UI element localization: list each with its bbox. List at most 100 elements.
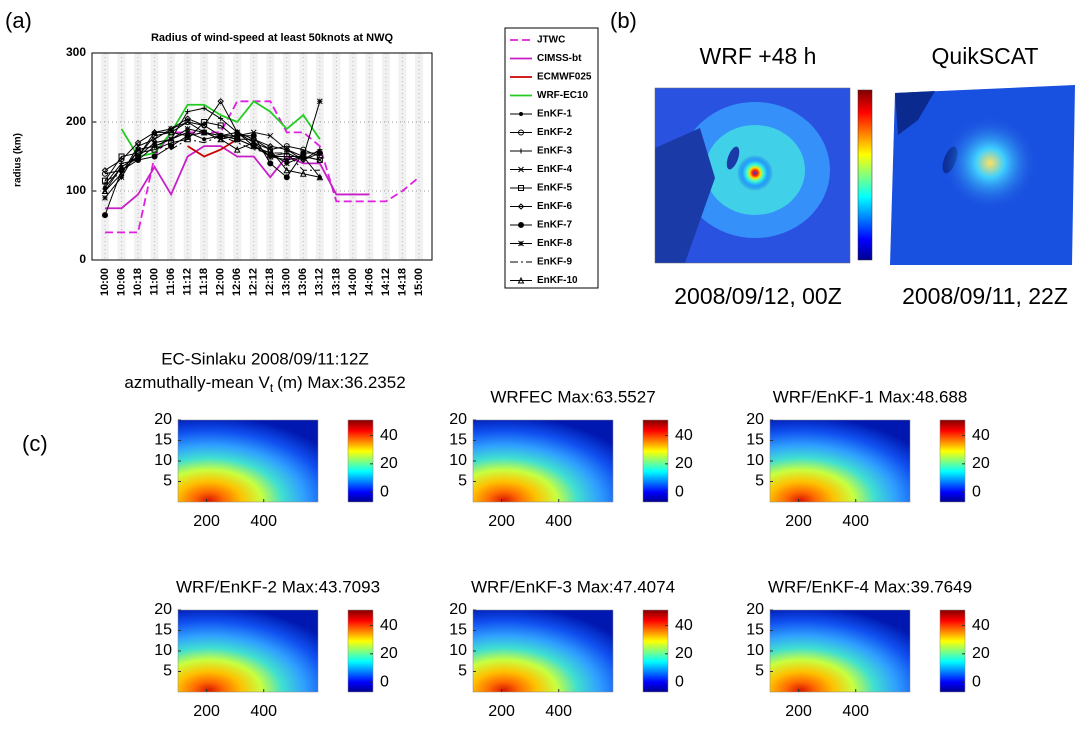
island	[726, 146, 740, 170]
marker	[316, 156, 323, 163]
colorbar	[347, 419, 374, 503]
x-tick-label: 11:00	[148, 268, 160, 296]
legend-marker	[518, 129, 524, 136]
contour-field	[178, 420, 318, 502]
marker	[101, 167, 109, 174]
colorbar-tick-label: 0	[380, 483, 389, 500]
y-tick-label: 200	[66, 114, 86, 128]
marker	[283, 153, 290, 160]
x-tick-label: 400	[545, 703, 572, 720]
panel-label: (b)	[610, 8, 637, 33]
marker	[233, 145, 241, 153]
y-tick-label: 100	[66, 183, 86, 197]
y-tick-label: 5	[755, 473, 764, 490]
contour-field	[473, 420, 613, 502]
marker	[168, 136, 174, 143]
marker	[102, 170, 108, 177]
subtitle-text: (m) Max:36.2352	[277, 373, 406, 392]
y-axis-label: radius (km)	[13, 133, 24, 187]
marker	[102, 181, 108, 187]
y-tick-label: 15	[746, 622, 764, 639]
marker	[184, 126, 191, 132]
legend-label: EnKF-9	[537, 257, 572, 268]
legend-marker	[518, 148, 524, 154]
marker	[102, 212, 108, 219]
y-tick-label: 10	[746, 452, 764, 469]
x-tick-label: 13:12	[314, 268, 326, 296]
y-tick-label: 300	[66, 45, 86, 59]
marker	[316, 98, 323, 105]
x-tick-label: 200	[193, 703, 220, 720]
legend-label: EnKF-2	[537, 127, 572, 138]
x-tick-label: 200	[193, 513, 220, 530]
marker	[102, 195, 108, 201]
marker	[267, 160, 274, 167]
marker	[283, 160, 290, 167]
panel-title: WRF/EnKF-1 Max:48.688	[773, 387, 968, 406]
panel-title: WRF/EnKF-4 Max:39.7649	[768, 577, 972, 596]
y-tick-label: 5	[755, 663, 764, 680]
map-title: WRF +48 h	[700, 43, 817, 69]
marker	[217, 122, 224, 129]
y-tick-label: 20	[746, 411, 764, 428]
marker	[184, 119, 191, 125]
marker	[118, 174, 125, 181]
marker	[167, 128, 175, 136]
marker	[102, 177, 108, 184]
map-frame	[654, 87, 851, 264]
y-tick-label: 10	[449, 452, 467, 469]
legend-marker	[518, 166, 524, 173]
marker	[151, 136, 158, 143]
marker	[134, 139, 142, 146]
colorbar-tick-label: 40	[380, 617, 398, 634]
x-tick-label: 10:18	[132, 268, 144, 296]
x-tick-label: 14:18	[396, 268, 408, 296]
subtitle-text: azmuthally-mean V	[124, 373, 270, 392]
chart-title: Radius of wind-speed at least 50knots at…	[151, 32, 393, 44]
map-caption: 2008/09/12, 00Z	[674, 283, 842, 309]
marker	[200, 122, 208, 129]
marker	[217, 98, 224, 105]
marker	[118, 156, 125, 164]
map-caption: 2008/09/11, 22Z	[902, 283, 1068, 309]
marker	[217, 135, 224, 143]
marker	[250, 132, 257, 139]
colorbar-tick-label: 20	[380, 645, 398, 662]
x-tick-label: 14:06	[363, 268, 375, 296]
colorbar-tick-label: 20	[972, 455, 990, 472]
marker	[300, 153, 307, 160]
marker	[250, 143, 257, 150]
marker	[200, 128, 208, 136]
y-tick-label: 20	[746, 601, 764, 618]
contour-field	[473, 610, 613, 692]
colorbar-tick-label: 40	[380, 427, 398, 444]
marker	[134, 152, 142, 160]
y-tick-label: 5	[458, 473, 467, 490]
series-line	[120, 100, 321, 158]
colorbar-tick-label: 0	[380, 673, 389, 690]
colorbar-tick-label: 40	[675, 427, 693, 444]
x-tick-label: 14:12	[380, 268, 392, 296]
category-band	[101, 53, 109, 260]
panel-subtitle: azmuthally-mean Vt (m) Max:36.2352	[124, 373, 405, 395]
legend-label: EnKF-1	[537, 109, 572, 120]
marker	[184, 119, 191, 125]
contour-field	[178, 610, 318, 692]
wind-field	[942, 115, 1038, 211]
x-tick-label: 12:06	[231, 268, 243, 296]
marker	[283, 174, 290, 181]
y-tick-label: 5	[163, 663, 172, 680]
legend-label: EnKF-7	[537, 220, 572, 231]
colorbar	[347, 609, 374, 693]
x-tick-label: 200	[785, 513, 812, 530]
colorbar	[642, 609, 669, 693]
marker	[300, 170, 307, 177]
x-tick-label: 400	[250, 513, 277, 530]
panel-label: (a)	[5, 8, 32, 33]
marker	[316, 173, 324, 181]
legend-marker	[518, 185, 524, 191]
marker	[267, 142, 274, 150]
marker	[202, 137, 207, 142]
series-line	[104, 131, 320, 192]
